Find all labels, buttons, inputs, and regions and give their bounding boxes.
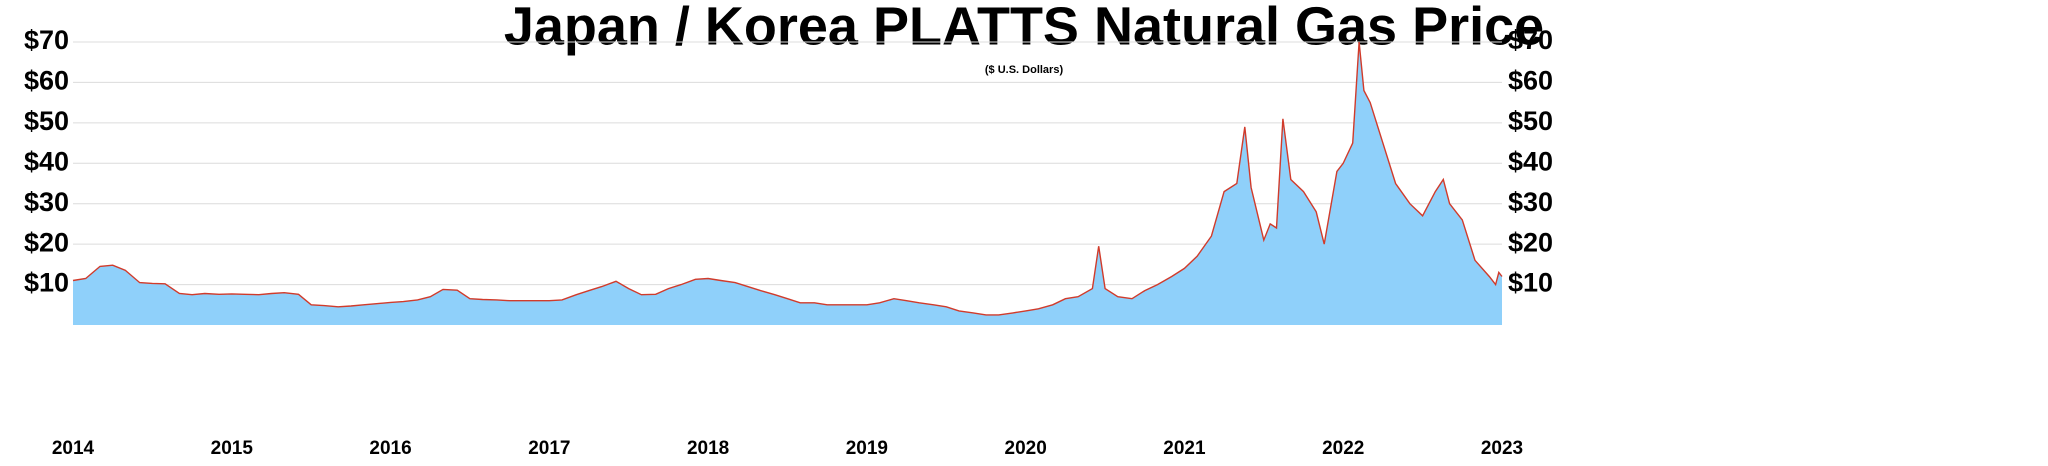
x-tick-label: 2019: [846, 438, 888, 459]
x-tick-label: 2015: [211, 438, 254, 459]
x-tick-label: 2018: [687, 438, 729, 459]
y-tick-label: $10: [24, 268, 69, 298]
y2-tick-label: $30: [1508, 187, 1553, 217]
y-tick-label: $60: [24, 66, 69, 96]
y2-tick-label: $20: [1508, 227, 1553, 257]
chart-subtitle: ($ U.S. Dollars): [985, 64, 1064, 76]
y2-tick-label: $50: [1508, 106, 1553, 136]
y-tick-label: $30: [24, 187, 69, 217]
x-tick-label: 2014: [52, 438, 95, 459]
x-tick-label: 2022: [1322, 438, 1364, 459]
y2-tick-label: $60: [1508, 66, 1553, 96]
y2-tick-label: $70: [1508, 25, 1553, 55]
area: [73, 42, 1502, 325]
y2-tick-label: $40: [1508, 146, 1553, 176]
x-tick-label: 2020: [1005, 438, 1047, 459]
x-tick-label: 2017: [528, 438, 570, 459]
y-tick-label: $40: [24, 146, 69, 176]
y-tick-label: $50: [24, 106, 69, 136]
x-tick-label: 2021: [1163, 438, 1206, 459]
chart-title: Japan / Korea PLATTS Natural Gas Price: [504, 0, 1544, 56]
x-tick-label: 2016: [369, 438, 411, 459]
y-tick-label: $20: [24, 227, 69, 257]
x-tick-label: 2023: [1481, 438, 1523, 459]
y2-tick-label: $10: [1508, 268, 1553, 298]
line: [72, 41, 1503, 316]
y-tick-label: $70: [24, 25, 69, 55]
